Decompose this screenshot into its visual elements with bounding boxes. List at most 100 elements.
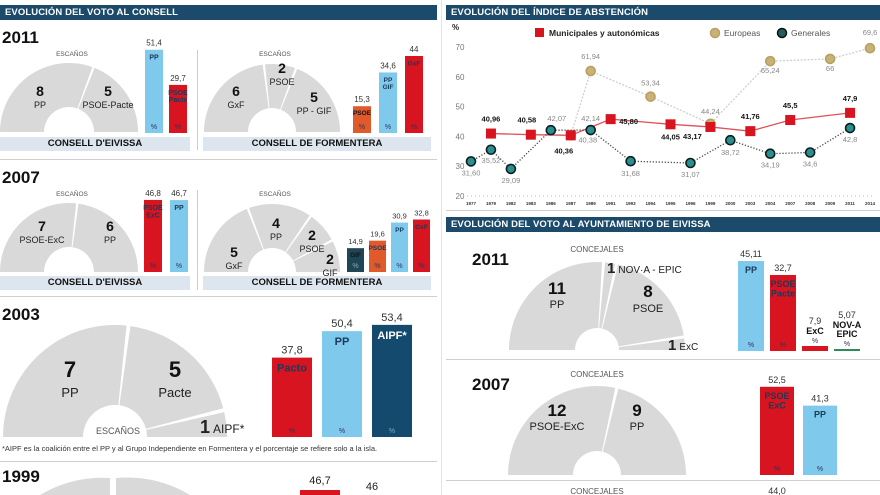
seat-party: GxF <box>226 261 244 271</box>
seat-party: PSOE <box>633 303 664 315</box>
ayto-year-2011: 2011 <box>472 250 509 269</box>
percent-unit: % <box>780 342 786 349</box>
percent-unit: % <box>385 124 391 131</box>
formentera-2011-seat-segment <box>204 64 269 132</box>
bar <box>413 219 430 272</box>
eivissa-2011-seat-segment <box>0 63 93 132</box>
seat-count: 1 <box>668 337 676 354</box>
x-tick-label: 1989 <box>586 201 597 206</box>
bar <box>738 261 764 351</box>
year-2007: 2007 <box>2 168 40 187</box>
bar-value: 52,5 <box>768 375 786 385</box>
seat-party: PP <box>61 385 78 400</box>
data-point <box>505 163 517 175</box>
y-tick-label: 60 <box>456 73 465 82</box>
data-point <box>705 121 716 132</box>
formentera-2007-seat-segment <box>285 216 332 261</box>
y-tick-label: 20 <box>456 192 465 201</box>
x-tick-label: 2014 <box>865 201 876 206</box>
bar-value: 32,7 <box>774 263 792 273</box>
seat-count: 12 <box>548 401 567 420</box>
data-label: 65,24 <box>761 66 780 75</box>
bar <box>834 349 860 351</box>
data-point <box>824 53 836 65</box>
seat-party: PP <box>34 100 46 110</box>
bar <box>144 199 162 272</box>
x-tick-label: 2003 <box>745 201 756 206</box>
bar-value: 15,3 <box>354 95 370 104</box>
formentera-2007-seat-segment <box>204 208 264 272</box>
divider <box>446 359 880 360</box>
data-label: 34,6 <box>803 159 818 168</box>
x-tick-label: 2008 <box>805 201 816 206</box>
x-tick-label: 1996 <box>685 201 696 206</box>
data-label: 61,94 <box>581 52 600 61</box>
divider <box>0 159 437 160</box>
seats-label: ESCAÑOS <box>259 189 291 198</box>
seat-label: 1 ExC <box>668 337 698 354</box>
series-line-2 <box>470 127 851 170</box>
data-point <box>485 144 497 156</box>
seat-count: 4 <box>272 215 280 231</box>
data-label: 31,60 <box>462 168 481 177</box>
x-tick-label: 1983 <box>526 201 537 206</box>
percent-unit: % <box>774 466 780 473</box>
seats-label: CONCEJALES <box>570 245 623 254</box>
bar <box>803 405 837 475</box>
seat-count: 9 <box>632 401 641 420</box>
data-label: 29,09 <box>502 176 521 185</box>
ayto-2011-seat-segment <box>599 262 616 329</box>
bar-label: PP GIF <box>383 77 394 91</box>
seats-label: CONCEJALES <box>570 487 623 495</box>
data-point <box>605 114 616 125</box>
percent-unit: % <box>289 428 295 435</box>
bar-label: PP <box>745 265 757 275</box>
seat-count: 1 <box>607 260 615 277</box>
data-label: 53,34 <box>641 79 660 88</box>
data-label: 40,58 <box>517 116 536 125</box>
data-point <box>845 107 856 118</box>
seats-label: ESCAÑOS <box>56 49 88 58</box>
bar-value: 51,4 <box>146 39 162 48</box>
bar <box>372 324 412 437</box>
aipf-footnote: *AIPF es la coalición entre el PP y al G… <box>2 444 378 453</box>
x-tick-label: 1979 <box>486 201 497 206</box>
bar-value: 37,8 <box>281 345 302 357</box>
ayuntamiento-header: EVOLUCIÓN DEL VOTO AL AYUNTAMIENTO DE EI… <box>446 217 880 232</box>
bar <box>369 240 386 272</box>
y-tick-label: 50 <box>456 103 465 112</box>
bar <box>405 56 423 133</box>
seat-count: 6 <box>232 83 240 99</box>
seats-label: CONCEJALES <box>570 370 623 379</box>
percent-unit: % <box>339 428 345 435</box>
ayto-2007-seat-segment <box>602 388 686 475</box>
footer-formentera-2007: CONSELL DE FORMENTERA <box>203 276 431 290</box>
data-label: 42,07 <box>547 114 566 123</box>
divider <box>446 210 880 211</box>
x-tick-label: 2007 <box>785 201 796 206</box>
bar-label: GIF <box>350 252 361 259</box>
percent-unit: % <box>396 263 402 270</box>
seat-segment <box>116 477 190 495</box>
percent-unit: % <box>359 124 365 131</box>
bar-value: 53,4 <box>381 312 402 324</box>
x-tick-label: 1986 <box>546 201 557 206</box>
bar <box>170 200 188 272</box>
formentera-2007-seat-segment <box>293 241 340 272</box>
bar-label: PSOE Pacte <box>770 279 795 298</box>
data-label: 45,5 <box>783 101 798 110</box>
seat-party: PP <box>630 421 645 433</box>
data-label: 44,24 <box>701 107 720 116</box>
data-point <box>525 129 536 140</box>
percent-unit: % <box>175 124 181 131</box>
consell-2003-seat-segment <box>3 325 127 437</box>
percent-unit: % <box>374 263 380 270</box>
bar-label: AIPF* <box>377 330 407 342</box>
bar-label: GxF <box>408 61 421 68</box>
bar <box>353 106 371 133</box>
seat-count: 5 <box>310 89 318 105</box>
bar-label: PP <box>149 55 159 62</box>
data-label: 41,76 <box>741 112 760 121</box>
footer-formentera-2011: CONSELL DE FORMENTERA <box>203 137 431 151</box>
